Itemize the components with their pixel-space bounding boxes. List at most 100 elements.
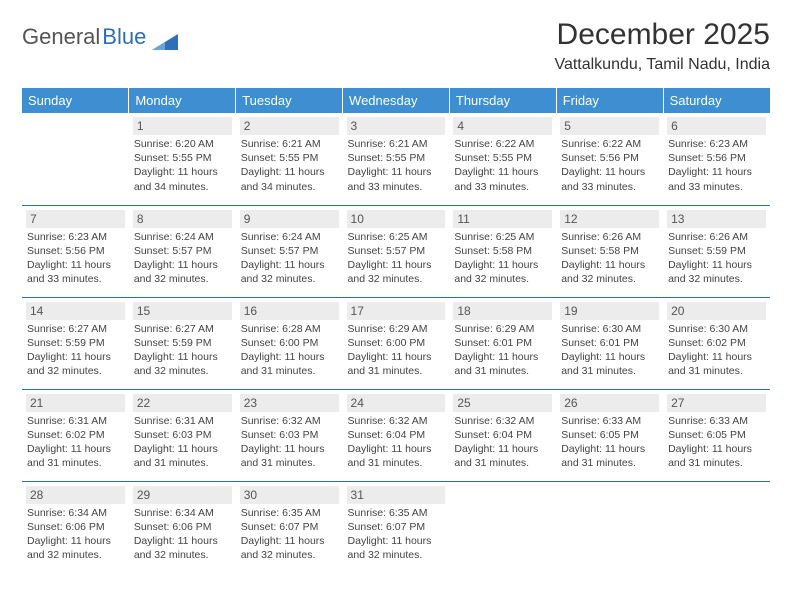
day-number: 5 xyxy=(560,117,659,135)
daylight2-text: and 32 minutes. xyxy=(560,272,659,286)
sunrise-text: Sunrise: 6:26 AM xyxy=(560,230,659,244)
daylight2-text: and 32 minutes. xyxy=(347,548,446,562)
sunset-text: Sunset: 5:55 PM xyxy=(453,151,552,165)
daylight2-text: and 31 minutes. xyxy=(667,364,766,378)
day-number: 15 xyxy=(133,302,232,320)
daylight2-text: and 33 minutes. xyxy=(26,272,125,286)
sunset-text: Sunset: 6:05 PM xyxy=(560,428,659,442)
brand-part1: General xyxy=(22,24,100,50)
sunset-text: Sunset: 6:05 PM xyxy=(667,428,766,442)
sunrise-text: Sunrise: 6:21 AM xyxy=(240,137,339,151)
sunrise-text: Sunrise: 6:34 AM xyxy=(133,506,232,520)
sunrise-text: Sunrise: 6:22 AM xyxy=(453,137,552,151)
daylight2-text: and 32 minutes. xyxy=(133,272,232,286)
daylight2-text: and 33 minutes. xyxy=(453,180,552,194)
day-number: 26 xyxy=(560,394,659,412)
sunrise-text: Sunrise: 6:27 AM xyxy=(133,322,232,336)
day-number: 1 xyxy=(133,117,232,135)
sunrise-text: Sunrise: 6:31 AM xyxy=(26,414,125,428)
sunset-text: Sunset: 5:55 PM xyxy=(240,151,339,165)
daylight2-text: and 32 minutes. xyxy=(26,364,125,378)
calendar-week: 1Sunrise: 6:20 AMSunset: 5:55 PMDaylight… xyxy=(22,113,770,205)
daylight1-text: Daylight: 11 hours xyxy=(26,350,125,364)
calendar-cell xyxy=(663,481,770,573)
calendar-cell: 2Sunrise: 6:21 AMSunset: 5:55 PMDaylight… xyxy=(236,113,343,205)
calendar-cell: 5Sunrise: 6:22 AMSunset: 5:56 PMDaylight… xyxy=(556,113,663,205)
daylight1-text: Daylight: 11 hours xyxy=(133,534,232,548)
calendar-cell: 21Sunrise: 6:31 AMSunset: 6:02 PMDayligh… xyxy=(22,389,129,481)
day-number: 9 xyxy=(240,210,339,228)
day-number: 23 xyxy=(240,394,339,412)
calendar-cell: 29Sunrise: 6:34 AMSunset: 6:06 PMDayligh… xyxy=(129,481,236,573)
sunrise-text: Sunrise: 6:23 AM xyxy=(26,230,125,244)
daylight1-text: Daylight: 11 hours xyxy=(240,534,339,548)
day-number: 27 xyxy=(667,394,766,412)
daylight1-text: Daylight: 11 hours xyxy=(560,442,659,456)
daylight2-text: and 34 minutes. xyxy=(240,180,339,194)
day-number: 31 xyxy=(347,486,446,504)
month-title: December 2025 xyxy=(554,18,770,52)
calendar-cell: 20Sunrise: 6:30 AMSunset: 6:02 PMDayligh… xyxy=(663,297,770,389)
daylight2-text: and 31 minutes. xyxy=(240,364,339,378)
calendar-cell: 23Sunrise: 6:32 AMSunset: 6:03 PMDayligh… xyxy=(236,389,343,481)
calendar-week: 21Sunrise: 6:31 AMSunset: 6:02 PMDayligh… xyxy=(22,389,770,481)
calendar-cell: 24Sunrise: 6:32 AMSunset: 6:04 PMDayligh… xyxy=(343,389,450,481)
daylight2-text: and 31 minutes. xyxy=(453,456,552,470)
calendar-cell: 30Sunrise: 6:35 AMSunset: 6:07 PMDayligh… xyxy=(236,481,343,573)
daylight1-text: Daylight: 11 hours xyxy=(347,350,446,364)
daylight2-text: and 31 minutes. xyxy=(667,456,766,470)
calendar-cell: 15 Sunrise: 6:27 AMSunset: 5:59 PMDayligh… xyxy=(129,297,236,389)
day-number: 8 xyxy=(133,210,232,228)
sunrise-text: Sunrise: 6:22 AM xyxy=(560,137,659,151)
calendar-cell: 31Sunrise: 6:35 AMSunset: 6:07 PMDayligh… xyxy=(343,481,450,573)
sunset-text: Sunset: 5:57 PM xyxy=(133,244,232,258)
daylight1-text: Daylight: 11 hours xyxy=(26,534,125,548)
calendar-cell: 18Sunrise: 6:29 AMSunset: 6:01 PMDayligh… xyxy=(449,297,556,389)
daylight1-text: Daylight: 11 hours xyxy=(667,258,766,272)
daylight1-text: Daylight: 11 hours xyxy=(453,165,552,179)
sunrise-text: Sunrise: 6:31 AM xyxy=(133,414,232,428)
day-number: 22 xyxy=(133,394,232,412)
calendar-cell: 8Sunrise: 6:24 AMSunset: 5:57 PMDaylight… xyxy=(129,205,236,297)
calendar-cell: 28 Sunrise: 6:34 AMSunset: 6:06 PMDayligh… xyxy=(22,481,129,573)
calendar-cell xyxy=(22,113,129,205)
sunrise-text: Sunrise: 6:35 AM xyxy=(347,506,446,520)
sunset-text: Sunset: 6:06 PM xyxy=(26,520,125,534)
daylight1-text: Daylight: 11 hours xyxy=(347,442,446,456)
calendar-cell: 13Sunrise: 6:26 AMSunset: 5:59 PMDayligh… xyxy=(663,205,770,297)
daylight2-text: and 34 minutes. xyxy=(133,180,232,194)
sunset-text: Sunset: 6:01 PM xyxy=(453,336,552,350)
day-number: 28 xyxy=(26,486,125,504)
sunset-text: Sunset: 5:59 PM xyxy=(133,336,232,350)
daylight1-text: Daylight: 11 hours xyxy=(133,350,232,364)
day-number: 16 xyxy=(240,302,339,320)
daylight2-text: and 31 minutes. xyxy=(453,364,552,378)
dow-saturday: Saturday xyxy=(663,88,770,113)
sunrise-text: Sunrise: 6:33 AM xyxy=(667,414,766,428)
day-number: 21 xyxy=(26,394,125,412)
calendar-cell: 16Sunrise: 6:28 AMSunset: 6:00 PMDayligh… xyxy=(236,297,343,389)
daylight2-text: and 32 minutes. xyxy=(667,272,766,286)
sunset-text: Sunset: 5:59 PM xyxy=(26,336,125,350)
sunset-text: Sunset: 5:56 PM xyxy=(667,151,766,165)
daylight1-text: Daylight: 11 hours xyxy=(560,350,659,364)
day-number: 7 xyxy=(26,210,125,228)
sunrise-text: Sunrise: 6:34 AM xyxy=(26,506,125,520)
sunrise-text: Sunrise: 6:29 AM xyxy=(453,322,552,336)
sunrise-text: Sunrise: 6:20 AM xyxy=(133,137,232,151)
daylight2-text: and 31 minutes. xyxy=(347,456,446,470)
sunset-text: Sunset: 5:59 PM xyxy=(667,244,766,258)
dow-thursday: Thursday xyxy=(449,88,556,113)
calendar-cell: 10Sunrise: 6:25 AMSunset: 5:57 PMDayligh… xyxy=(343,205,450,297)
sunset-text: Sunset: 6:03 PM xyxy=(133,428,232,442)
calendar-week: 28Sunrise: 6:34 AMSunset: 6:06 PMDayligh… xyxy=(22,481,770,573)
daylight2-text: and 32 minutes. xyxy=(133,364,232,378)
day-number: 24 xyxy=(347,394,446,412)
day-number: 19 xyxy=(560,302,659,320)
sunrise-text: Sunrise: 6:25 AM xyxy=(347,230,446,244)
day-number: 25 xyxy=(453,394,552,412)
sunset-text: Sunset: 6:00 PM xyxy=(347,336,446,350)
calendar-week: 7Sunrise: 6:23 AMSunset: 5:56 PMDaylight… xyxy=(22,205,770,297)
calendar-cell: 12Sunrise: 6:26 AMSunset: 5:58 PMDayligh… xyxy=(556,205,663,297)
daylight1-text: Daylight: 11 hours xyxy=(667,350,766,364)
